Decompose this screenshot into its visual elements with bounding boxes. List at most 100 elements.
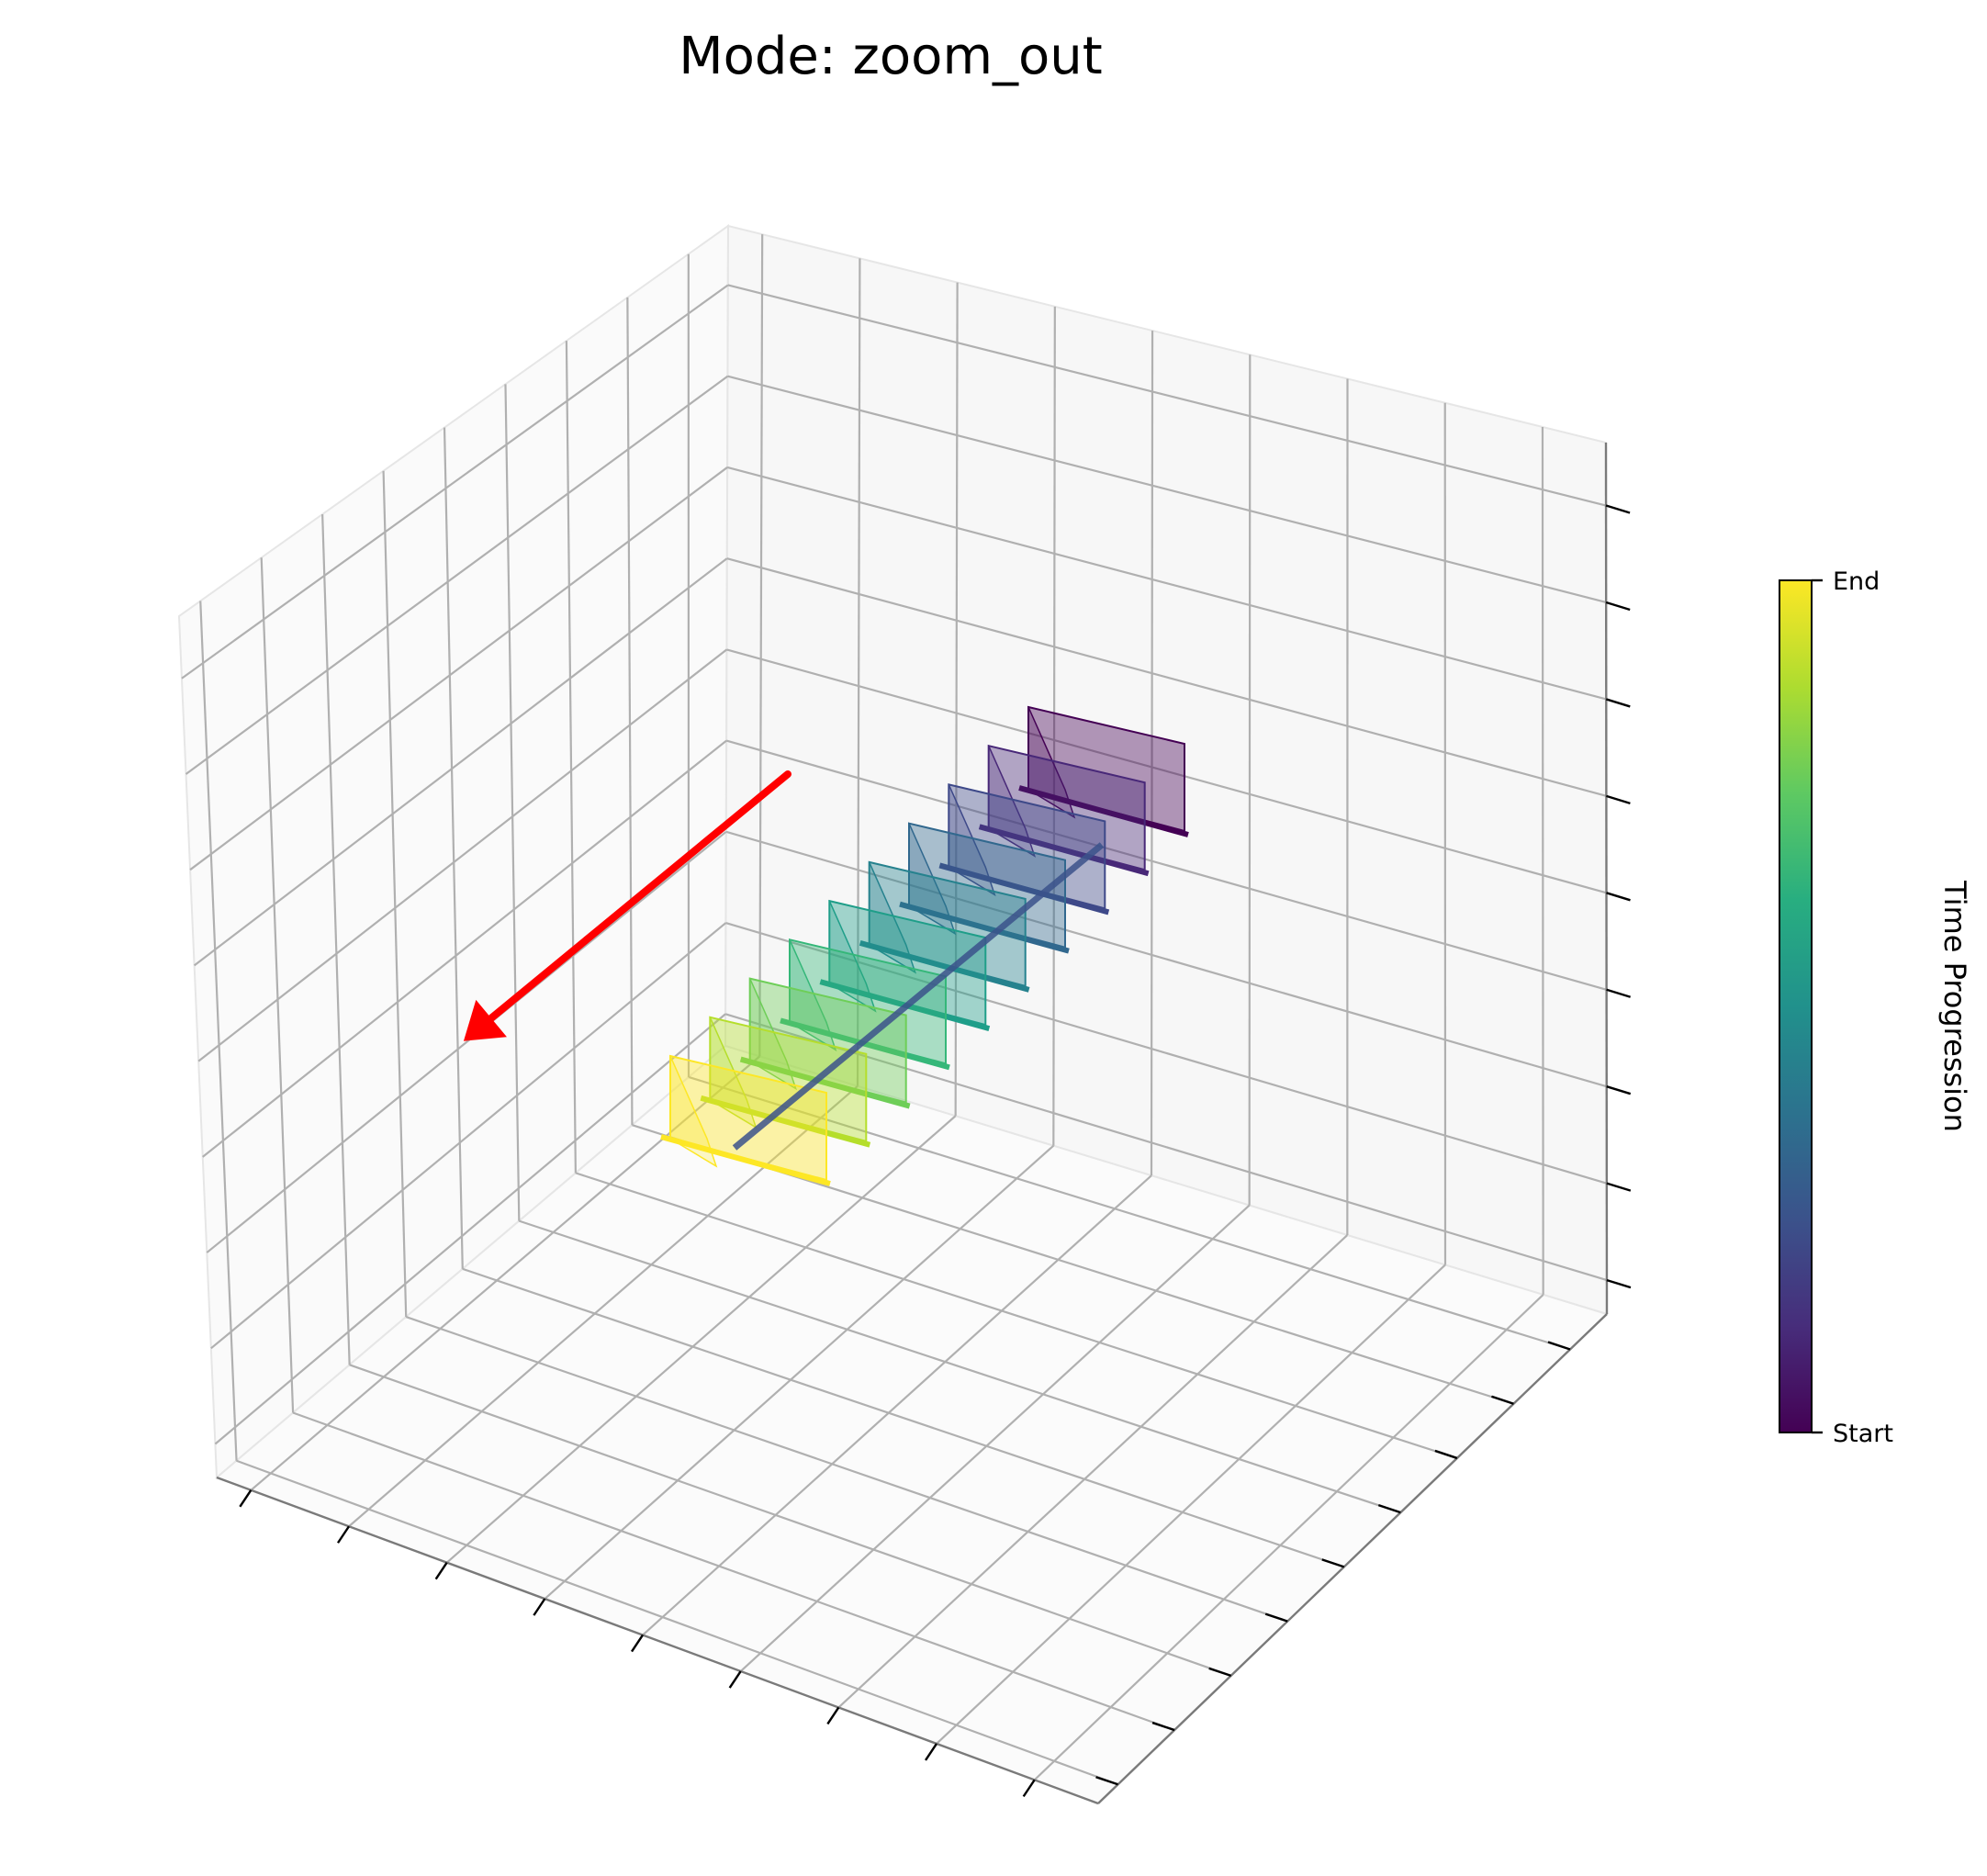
grid-line — [726, 648, 1607, 894]
frame-baseline — [660, 1134, 831, 1186]
y-tick — [1151, 1721, 1175, 1732]
z-tick — [1605, 698, 1631, 708]
grid-line — [197, 648, 728, 1062]
grid-line — [210, 922, 727, 1350]
arrow-shaft — [478, 770, 791, 1029]
grid-line — [837, 1234, 1349, 1709]
grid-line — [954, 282, 959, 1117]
frame-baseline — [899, 901, 1070, 954]
frame-side — [789, 938, 837, 1051]
grid-line — [260, 557, 295, 1413]
chart-title: Mode: zoom_out — [679, 27, 1102, 86]
x-tick — [337, 1525, 350, 1544]
grid-line — [575, 1172, 1458, 1459]
grid-line — [504, 384, 521, 1221]
grid-line — [642, 1174, 1152, 1636]
x-tick — [533, 1598, 546, 1616]
frame-side — [1027, 706, 1076, 819]
grid-line — [292, 1411, 1175, 1732]
grid-line — [518, 1219, 1401, 1514]
frame-side — [987, 745, 1037, 858]
grid-line — [758, 234, 764, 1057]
arrow-head — [463, 999, 507, 1041]
frame-side — [748, 978, 798, 1091]
x-tick — [434, 1562, 448, 1580]
grid-line — [726, 466, 1607, 701]
camera-frame — [660, 1054, 831, 1186]
x-tick — [1022, 1779, 1036, 1798]
grid-line — [725, 921, 1608, 1185]
y-tick — [1491, 1395, 1514, 1405]
frame-side — [868, 861, 917, 974]
camera-path — [732, 842, 1105, 1151]
grid-line — [206, 830, 727, 1253]
x-axis-spine — [216, 1476, 1099, 1805]
colorbar-tick-label-end: End — [1833, 567, 1880, 596]
y-tick — [1264, 1612, 1288, 1623]
grid-line — [739, 1204, 1251, 1672]
grid-line — [688, 1075, 1571, 1351]
grid-line — [727, 375, 1607, 604]
z-tick — [1606, 988, 1631, 998]
x-tick — [826, 1706, 840, 1725]
grid-line — [185, 375, 729, 775]
grid-line — [727, 284, 1607, 507]
z-tick — [1606, 1278, 1632, 1289]
grid-line — [725, 739, 1607, 991]
grid-line — [725, 830, 1608, 1088]
grid-line — [348, 1084, 859, 1528]
z-tick — [1605, 601, 1631, 612]
grid-line — [856, 258, 861, 1086]
grid-line — [445, 1115, 957, 1564]
grid-line — [405, 1316, 1288, 1623]
grid-line — [349, 1364, 1232, 1677]
frame-baseline — [938, 862, 1110, 916]
grid-line — [724, 1013, 1608, 1282]
grid-line — [202, 739, 727, 1158]
y-tick — [1321, 1558, 1345, 1568]
z-tick — [1605, 504, 1631, 514]
axis-ticks — [239, 504, 1632, 1798]
x-tick — [631, 1634, 644, 1653]
y-tick — [1095, 1776, 1118, 1786]
colorbar: End Start Time Progression — [1779, 567, 1972, 1448]
y-tick — [1434, 1449, 1458, 1460]
grid-line — [936, 1264, 1446, 1745]
z-tick — [1606, 794, 1631, 805]
grid-line — [181, 284, 729, 680]
frame-side — [828, 900, 877, 1013]
camera-frames — [660, 705, 1189, 1186]
frame-baseline — [859, 939, 1030, 993]
frame-baseline — [739, 1056, 911, 1109]
grid-line — [1248, 354, 1252, 1206]
grid-line — [1541, 426, 1544, 1295]
grid-line — [199, 601, 238, 1461]
x-tick — [925, 1743, 937, 1761]
grid-line — [726, 557, 1607, 797]
direction-arrow — [463, 770, 791, 1041]
grid-line — [1052, 306, 1056, 1146]
y-tick — [1208, 1667, 1232, 1677]
grid-line — [462, 1267, 1345, 1568]
y-axis-spine — [1097, 1313, 1608, 1804]
frame-side — [908, 823, 957, 936]
grid-line — [443, 427, 464, 1269]
x-tick — [239, 1489, 253, 1508]
grid-line — [236, 1459, 1118, 1786]
grid-line — [193, 557, 728, 967]
colorbar-label: Time Progression — [1937, 880, 1972, 1132]
x-tick — [728, 1670, 742, 1689]
z-tick — [1606, 1085, 1632, 1095]
grid-line — [626, 297, 634, 1126]
frame-baseline — [978, 824, 1150, 877]
axes-3d — [177, 224, 1632, 1805]
frame-baseline — [700, 1095, 871, 1148]
grid-line — [250, 1055, 761, 1491]
y-tick — [1547, 1341, 1571, 1351]
grid-line — [321, 513, 351, 1365]
y-tick — [1377, 1504, 1401, 1514]
frame-side — [669, 1055, 718, 1168]
axis-spines — [216, 442, 1609, 1805]
colorbar-gradient — [1779, 579, 1813, 1433]
